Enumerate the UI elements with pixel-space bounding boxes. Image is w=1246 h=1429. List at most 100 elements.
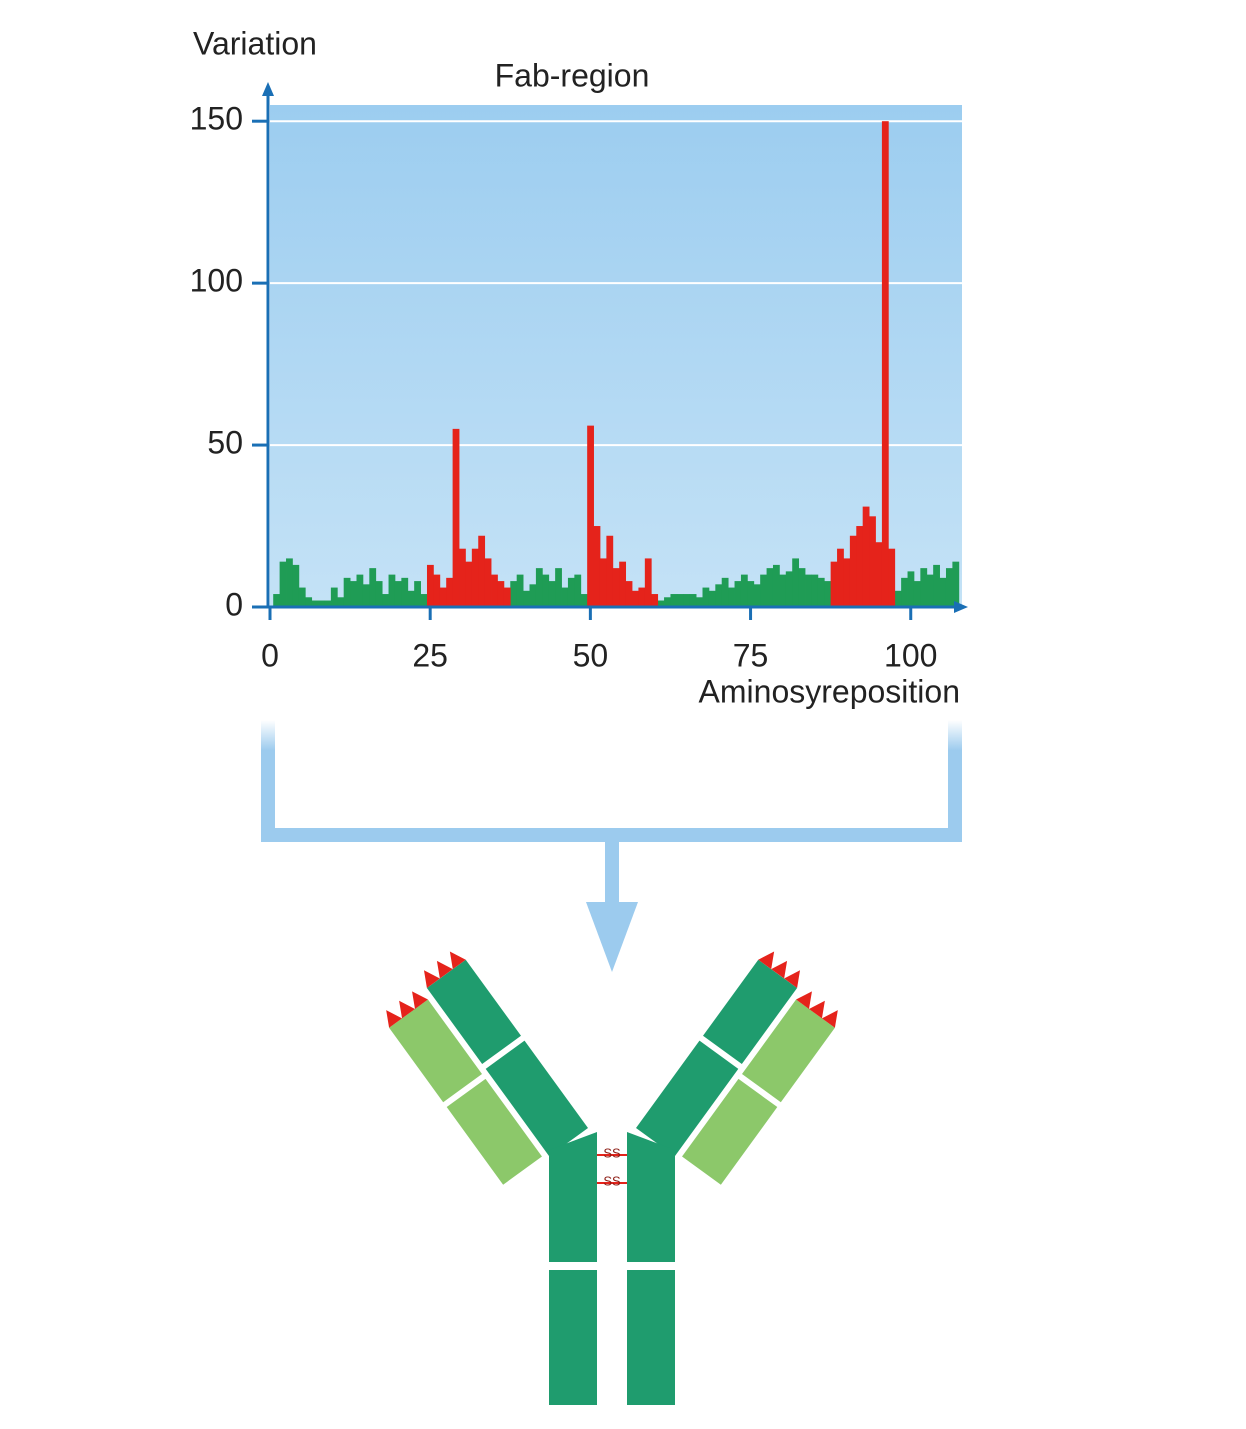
bar xyxy=(426,564,434,607)
arm xyxy=(386,951,588,1185)
x-tick-label: 75 xyxy=(733,637,769,673)
bar xyxy=(382,594,389,607)
antigen-sites xyxy=(386,951,466,1028)
bar xyxy=(920,568,928,607)
bar xyxy=(792,558,800,607)
bar xyxy=(548,581,556,607)
bar xyxy=(843,558,851,607)
bar xyxy=(651,594,659,607)
bar xyxy=(471,548,479,607)
bar xyxy=(459,548,466,607)
bond-label: SS xyxy=(603,1173,621,1188)
bar xyxy=(830,561,838,607)
bracket-left xyxy=(261,720,275,842)
bar xyxy=(587,425,594,607)
bar xyxy=(689,594,697,607)
bar xyxy=(683,594,691,607)
bar xyxy=(817,577,825,607)
bar xyxy=(318,600,325,607)
bar xyxy=(375,581,383,607)
y-tick-label: 150 xyxy=(190,101,243,137)
bar xyxy=(862,506,870,607)
bar xyxy=(760,574,767,607)
x-tick-label: 50 xyxy=(573,637,609,673)
bar xyxy=(401,577,409,607)
bar xyxy=(766,568,774,607)
bar xyxy=(856,526,864,607)
axes xyxy=(262,82,968,613)
stem xyxy=(549,1132,675,1405)
bar xyxy=(561,587,569,607)
bar xyxy=(772,564,780,607)
plot-area xyxy=(270,105,962,607)
bar xyxy=(849,535,857,607)
bar xyxy=(542,574,550,607)
bar xyxy=(420,594,428,607)
bar xyxy=(753,584,761,607)
bar xyxy=(740,574,748,607)
x-axis-label: Aminosyreposition xyxy=(699,673,960,709)
bar xyxy=(824,581,832,607)
chart-title: Fab-region xyxy=(495,57,650,93)
bar xyxy=(465,561,473,607)
bar xyxy=(593,526,601,607)
antibody: SS SS xyxy=(386,946,851,1405)
bar xyxy=(907,571,915,607)
bar xyxy=(362,584,370,607)
bar xyxy=(779,574,787,607)
bar xyxy=(805,574,812,607)
bar xyxy=(869,516,876,607)
bar xyxy=(926,574,934,607)
bar xyxy=(497,581,505,607)
bar xyxy=(343,577,351,607)
heavy-constant xyxy=(485,1040,588,1157)
bar xyxy=(945,568,953,607)
bar xyxy=(535,568,543,607)
bar xyxy=(632,590,639,607)
bar xyxy=(619,561,627,607)
light-constant xyxy=(446,1078,542,1185)
bar xyxy=(279,561,287,607)
stem-left-upper xyxy=(549,1132,597,1262)
bar xyxy=(516,574,524,607)
bar xyxy=(875,542,883,607)
ticks: 0 50 100 150 0 25 50 75 100 xyxy=(190,101,938,674)
bar xyxy=(721,577,729,607)
bar xyxy=(523,590,530,607)
bar xyxy=(388,574,396,607)
bar xyxy=(599,558,607,607)
stem-right-lower xyxy=(627,1270,675,1405)
bar xyxy=(369,568,377,607)
bar xyxy=(273,594,281,607)
bar xyxy=(574,574,582,607)
bracket-bar xyxy=(261,828,962,842)
bar xyxy=(952,561,960,607)
bar xyxy=(708,590,716,607)
arrow-shaft xyxy=(605,842,619,904)
bar xyxy=(305,597,313,607)
bar xyxy=(311,600,319,607)
bar xyxy=(612,568,620,607)
x-tick-label: 25 xyxy=(412,637,448,673)
y-arrow xyxy=(262,82,274,96)
bar xyxy=(657,600,665,607)
bar xyxy=(503,587,511,607)
bar xyxy=(644,558,652,607)
light-variable xyxy=(389,999,483,1103)
bar xyxy=(734,581,742,607)
arrow-head xyxy=(586,902,638,972)
bar xyxy=(337,597,345,607)
bar xyxy=(356,574,364,607)
bar xyxy=(286,558,293,607)
bar xyxy=(728,587,735,607)
bar xyxy=(702,587,710,607)
bar xyxy=(433,574,441,607)
bar xyxy=(785,571,793,607)
bar xyxy=(478,535,486,607)
bar xyxy=(798,568,806,607)
bar xyxy=(350,581,357,607)
y-tick-label: 0 xyxy=(225,586,243,622)
bar xyxy=(484,558,492,607)
